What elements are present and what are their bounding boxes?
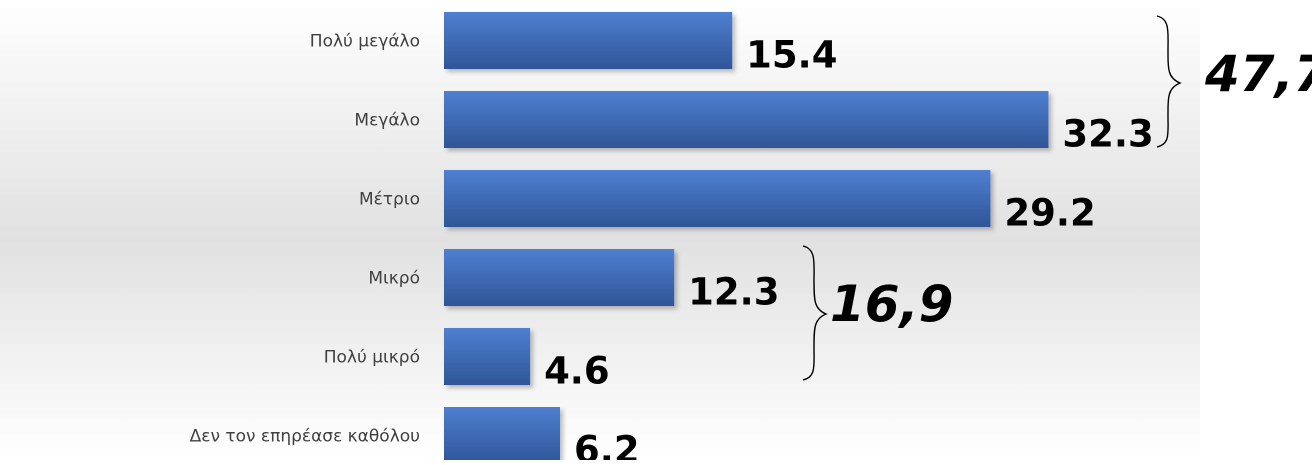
bar (444, 170, 991, 227)
annotation-total-small: 16,9 (830, 275, 953, 333)
plot-background (0, 0, 1200, 460)
category-label: Μέτριο (359, 190, 420, 210)
brace-bottom (802, 245, 828, 381)
data-label: 32.3 (1062, 113, 1153, 156)
data-label: 12.3 (688, 271, 779, 314)
annotation-total-large: 47,7 (1204, 45, 1312, 103)
data-label: 15.4 (746, 34, 837, 77)
category-label: Μεγάλο (354, 111, 420, 131)
category-label: Δεν τον επηρέασε καθόλου (190, 427, 420, 447)
bar (444, 407, 561, 464)
category-label: Μικρό (368, 269, 420, 289)
bar (444, 328, 531, 385)
data-label: 29.2 (1004, 192, 1095, 235)
bar (444, 249, 675, 306)
category-label: Πολύ μικρό (324, 348, 420, 368)
data-label: 6.2 (574, 429, 640, 461)
category-label: Πολύ μεγάλο (310, 32, 420, 52)
bar (444, 12, 733, 69)
data-label: 4.6 (544, 350, 610, 393)
brace-top (1156, 15, 1182, 148)
bar (444, 91, 1049, 148)
